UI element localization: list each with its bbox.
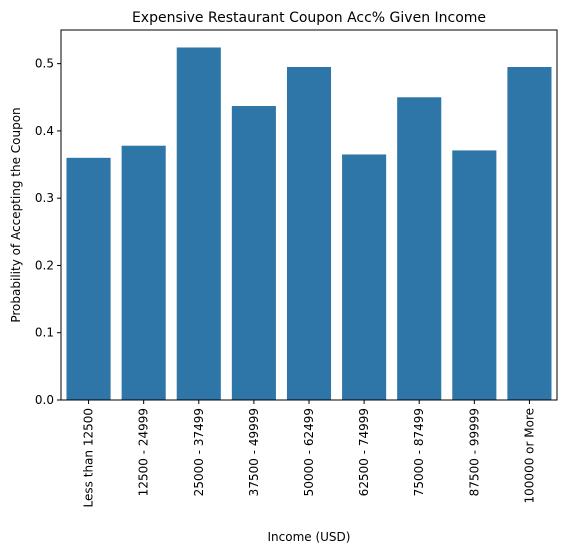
bar-0 [66,157,111,400]
x-axis-label: Income (USD) [268,530,351,544]
x-tick-label-6: 75000 - 87499 [412,408,426,496]
plot-frame [60,29,558,401]
bar-3 [231,106,276,400]
x-tick-label-4: 50000 - 62499 [302,408,316,496]
x-tick-label-5: 62500 - 74999 [357,408,371,496]
bars-group [66,47,552,401]
x-tick-label-1: 12500 - 24999 [137,408,151,496]
bar-5 [342,154,387,400]
y-tick-label-2: 0.2 [35,258,54,272]
y-tick-label-0: 0.0 [35,393,54,407]
y-axis: 0.0 0.1 0.2 0.3 0.4 0.5 [35,57,61,407]
bar-8 [507,67,552,400]
bar-2 [176,47,221,401]
x-tick-label-3: 37500 - 49999 [247,408,261,496]
x-axis: Less than 12500 12500 - 24999 25000 - 3749… [82,400,536,507]
y-tick-label-5: 0.5 [35,57,54,71]
bar-7 [452,150,497,400]
x-tick-label-0: Less than 12500 [82,408,96,507]
x-tick-label-7: 87500 - 99999 [467,408,481,496]
y-tick-label-4: 0.4 [35,124,54,138]
y-tick-label-3: 0.3 [35,191,54,205]
y-tick-label-1: 0.1 [35,326,54,340]
bar-4 [286,67,332,400]
chart-title: Expensive Restaurant Coupon Acc% Given I… [132,10,486,26]
y-axis-label: Probability of Accepting the Coupon [9,107,23,322]
x-tick-label-8: 100000 or More [522,408,536,503]
bar-1 [121,145,166,400]
x-tick-label-2: 25000 - 37499 [192,408,206,496]
bar-6 [397,97,442,400]
